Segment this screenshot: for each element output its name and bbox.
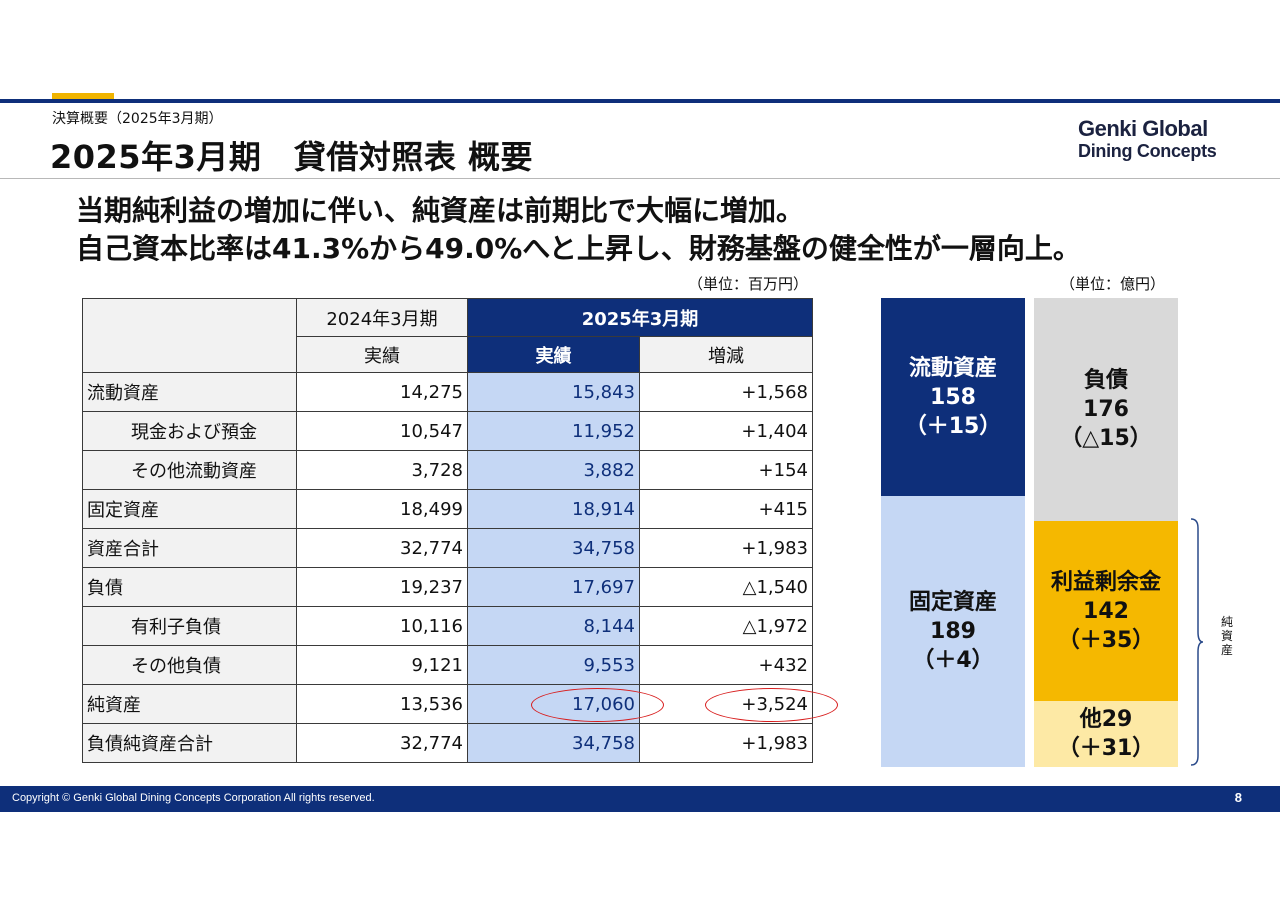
curr-value: 34,758 (467, 528, 640, 568)
headline: 当期純利益の増加に伴い、純資産は前期比で大幅に増加。 自己資本比率は41.3%か… (76, 192, 1081, 268)
block-liabilities-change: （△15） (1060, 426, 1152, 451)
block-current-assets-name: 流動資産 (908, 355, 997, 381)
row-label: 負債 (82, 567, 297, 607)
logo-line-2: Dining Concepts (1078, 141, 1217, 161)
table-row: その他負債 9,121 9,553 +432 (82, 645, 813, 685)
row-label: 純資産 (82, 684, 297, 724)
net-assets-brace-label: 純資産 (1220, 615, 1233, 657)
prev-value: 9,121 (296, 645, 468, 685)
prev-value: 10,116 (296, 606, 468, 646)
block-retained-earnings-change: （＋35） (1057, 627, 1155, 653)
table-row: その他流動資産 3,728 3,882 +154 (82, 450, 813, 490)
headline-line-2: 自己資本比率は41.3%から49.0%へと上昇し、財務基盤の健全性が一層向上。 (76, 232, 1081, 265)
table-unit-note: （単位：百万円） (688, 275, 809, 293)
row-label: 有利子負債 (82, 606, 297, 646)
curr-value: 9,553 (467, 645, 640, 685)
highlight-oval-net-assets-change (705, 688, 838, 722)
net-assets-brace (1190, 518, 1204, 766)
table-row: 有利子負債 10,116 8,144 △1,972 (82, 606, 813, 646)
block-fixed-assets: 固定資産 189 （＋4） (881, 496, 1025, 767)
block-fixed-assets-name: 固定資産 (908, 590, 997, 615)
row-label: その他負債 (82, 645, 297, 685)
change-value: △1,972 (639, 606, 813, 646)
prev-value: 3,728 (296, 450, 468, 490)
row-label: 固定資産 (82, 489, 297, 529)
curr-value: 11,952 (467, 411, 640, 451)
prev-value: 32,774 (296, 723, 468, 763)
change-value: +1,983 (639, 723, 813, 763)
table-corner (82, 298, 297, 373)
block-retained-earnings-value: 142 (1083, 598, 1129, 624)
header-change: 増減 (639, 336, 813, 373)
block-current-assets: 流動資産 158 （＋15） (881, 298, 1025, 496)
table-row: 負債純資産合計 32,774 34,758 +1,983 (82, 723, 813, 763)
block-other-change: （＋31） (1057, 736, 1155, 761)
table-row: 固定資産 18,499 18,914 +415 (82, 489, 813, 529)
block-current-assets-change: （＋15） (904, 413, 1002, 439)
page-number: 8 (1234, 790, 1242, 805)
balance-sheet-table: 2024年3月期 2025年3月期 実績 実績 増減 流動資産 14,275 1… (82, 298, 813, 763)
block-fixed-assets-change: （＋4） (912, 648, 994, 673)
change-value: +1,983 (639, 528, 813, 568)
change-value: △1,540 (639, 567, 813, 607)
curr-value: 34,758 (467, 723, 640, 763)
header-prev-period: 2024年3月期 (296, 298, 468, 337)
row-label: その他流動資産 (82, 450, 297, 490)
row-label: 負債純資産合計 (82, 723, 297, 763)
prev-value: 14,275 (296, 372, 468, 412)
curr-value: 3,882 (467, 450, 640, 490)
highlight-oval-net-assets (531, 688, 664, 722)
prev-value: 32,774 (296, 528, 468, 568)
block-other: 他29 （＋31） (1034, 701, 1178, 767)
table-row: 資産合計 32,774 34,758 +1,983 (82, 528, 813, 568)
block-liabilities-name: 負債 (1083, 368, 1128, 393)
header-prev-actual: 実績 (296, 336, 468, 373)
prev-value: 19,237 (296, 567, 468, 607)
header-divider (0, 178, 1280, 179)
header-curr-actual: 実績 (467, 336, 640, 373)
prev-value: 18,499 (296, 489, 468, 529)
row-label: 資産合計 (82, 528, 297, 568)
change-value: +1,568 (639, 372, 813, 412)
change-value: +415 (639, 489, 813, 529)
curr-value: 17,697 (467, 567, 640, 607)
breadcrumb: 決算概要（2025年3月期） (52, 111, 223, 127)
curr-value: 15,843 (467, 372, 640, 412)
header-curr-period: 2025年3月期 (467, 298, 813, 337)
block-fixed-assets-value: 189 (930, 619, 976, 644)
block-retained-earnings-name: 利益剰余金 (1050, 569, 1161, 595)
change-value: +1,404 (639, 411, 813, 451)
logo-line-1: Genki Global (1078, 116, 1208, 141)
company-logo: Genki Global Dining Concepts (1078, 117, 1248, 163)
footer-bar: Copyright © Genki Global Dining Concepts… (0, 786, 1280, 812)
block-liabilities: 負債 176 （△15） (1034, 298, 1178, 521)
block-other-name: 他29 (1079, 707, 1133, 732)
copyright-text: Copyright © Genki Global Dining Concepts… (12, 792, 375, 804)
table-row: 負債 19,237 17,697 △1,540 (82, 567, 813, 607)
curr-value: 8,144 (467, 606, 640, 646)
table-row: 流動資産 14,275 15,843 +1,568 (82, 372, 813, 412)
header-accent-bar (52, 93, 114, 99)
row-label: 現金および預金 (82, 411, 297, 451)
prev-value: 10,547 (296, 411, 468, 451)
change-value: +432 (639, 645, 813, 685)
row-label: 流動資産 (82, 372, 297, 412)
block-retained-earnings: 利益剰余金 142 （＋35） (1034, 521, 1178, 701)
header-bar (0, 99, 1280, 103)
block-liabilities-value: 176 (1083, 397, 1129, 422)
page-title: 2025年3月期 貸借対照表 概要 (50, 138, 533, 176)
table-row: 現金および預金 10,547 11,952 +1,404 (82, 411, 813, 451)
change-value: +154 (639, 450, 813, 490)
headline-line-1: 当期純利益の増加に伴い、純資産は前期比で大幅に増加。 (76, 194, 805, 227)
chart-unit-note: （単位：億円） (1060, 275, 1166, 293)
prev-value: 13,536 (296, 684, 468, 724)
curr-value: 18,914 (467, 489, 640, 529)
block-current-assets-value: 158 (930, 384, 976, 410)
table-row: 純資産 13,536 17,060 +3,524 (82, 684, 813, 724)
